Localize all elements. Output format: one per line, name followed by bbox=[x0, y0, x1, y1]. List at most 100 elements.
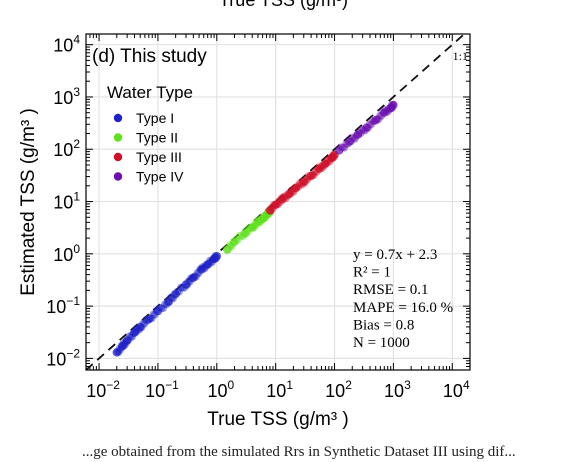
y-tick-label: 10−1 bbox=[46, 294, 80, 317]
data-point bbox=[294, 183, 303, 191]
data-point bbox=[171, 289, 180, 299]
data-point bbox=[112, 348, 121, 357]
stat-mape: MAPE = 16.0 % bbox=[353, 300, 453, 316]
data-point bbox=[144, 315, 154, 324]
data-point bbox=[306, 171, 316, 181]
data-point bbox=[122, 336, 132, 345]
data-point bbox=[340, 144, 349, 152]
data-point bbox=[234, 235, 242, 244]
cut-off-title: True TSS (g/m³) bbox=[218, 0, 348, 10]
y-tick-label: 103 bbox=[53, 85, 80, 108]
data-point bbox=[232, 235, 241, 244]
data-point bbox=[157, 304, 166, 312]
data-point bbox=[315, 164, 324, 174]
data-point bbox=[189, 273, 198, 282]
legend-entry: Type III bbox=[136, 149, 182, 165]
data-point bbox=[357, 129, 365, 137]
data-point bbox=[248, 223, 257, 232]
data-point bbox=[148, 314, 156, 323]
data-point bbox=[293, 182, 301, 191]
data-point bbox=[183, 281, 192, 289]
legend-entry: Type II bbox=[136, 130, 178, 146]
y-tick-labels: 10−2 10−1 100 101 102 103 104 bbox=[46, 33, 80, 370]
data-point bbox=[373, 115, 381, 123]
legend-marker bbox=[113, 133, 123, 142]
data-point bbox=[113, 347, 122, 356]
data-point bbox=[371, 115, 380, 125]
data-point bbox=[347, 137, 355, 146]
data-point bbox=[321, 159, 330, 168]
data-point bbox=[136, 322, 145, 332]
x-tick-label: 104 bbox=[443, 378, 470, 401]
one-to-one-label: 1:1 bbox=[453, 49, 468, 63]
data-point bbox=[308, 170, 317, 179]
series-type-iii bbox=[265, 150, 339, 215]
data-point bbox=[192, 272, 200, 281]
series-type-i bbox=[112, 251, 221, 357]
x-tick-label: 101 bbox=[266, 378, 293, 401]
data-point bbox=[364, 124, 372, 132]
data-points bbox=[112, 100, 398, 357]
legend-marker bbox=[113, 172, 123, 181]
y-axis-label: Estimated TSS (g/m³ ) bbox=[18, 108, 39, 296]
stat-bias: Bias = 0.8 bbox=[353, 317, 414, 333]
data-point bbox=[155, 304, 164, 312]
data-point bbox=[173, 287, 182, 296]
data-point bbox=[389, 100, 398, 110]
data-point bbox=[224, 245, 233, 254]
y-tick-label: 100 bbox=[53, 242, 80, 265]
data-point bbox=[286, 190, 295, 198]
data-point bbox=[345, 137, 354, 146]
legend-marker bbox=[113, 152, 123, 162]
data-point bbox=[242, 230, 250, 238]
x-tick-label: 102 bbox=[325, 378, 352, 401]
x-tick-label: 100 bbox=[207, 378, 234, 401]
data-point bbox=[159, 304, 167, 313]
stat-equation: y = 0.7x + 2.3 bbox=[353, 247, 437, 263]
data-point bbox=[197, 265, 206, 274]
series-type-ii bbox=[222, 207, 275, 254]
legend: Water Type Type I Type II Type III Type IV bbox=[107, 83, 193, 185]
data-point bbox=[278, 195, 287, 204]
data-point bbox=[230, 237, 239, 246]
data-point bbox=[175, 287, 183, 296]
data-point bbox=[335, 146, 344, 155]
data-point bbox=[362, 123, 371, 132]
data-point bbox=[374, 115, 383, 124]
cut-off-caption: ...ge obtained from the simulated Rrs in… bbox=[82, 444, 516, 460]
data-point bbox=[365, 120, 374, 128]
one-to-one-line bbox=[85, 33, 465, 371]
one-to-one-dashed-line bbox=[85, 33, 465, 371]
y-tick-label: 102 bbox=[53, 137, 80, 160]
data-point bbox=[203, 260, 212, 269]
data-point bbox=[153, 306, 163, 316]
x-tick-label: 103 bbox=[384, 378, 411, 401]
legend-entry: Type IV bbox=[136, 169, 184, 185]
data-point bbox=[130, 328, 139, 337]
x-tick-labels: 10−2 10−1 100 101 102 103 104 bbox=[86, 378, 470, 401]
x-tick-label: 10−2 bbox=[86, 378, 120, 401]
y-tick-label: 101 bbox=[53, 190, 80, 213]
stat-r2: R² = 1 bbox=[353, 265, 391, 281]
y-tick-label: 10−2 bbox=[46, 346, 80, 369]
data-point bbox=[301, 178, 309, 187]
data-point bbox=[285, 189, 294, 199]
data-point bbox=[322, 159, 331, 168]
data-point bbox=[267, 207, 275, 215]
grid bbox=[86, 34, 470, 370]
data-point bbox=[165, 297, 174, 306]
data-point bbox=[291, 183, 301, 193]
data-point bbox=[118, 342, 127, 351]
data-point bbox=[240, 228, 250, 238]
data-point bbox=[355, 128, 364, 137]
x-axis-label: True TSS (g/m³ ) bbox=[207, 409, 348, 430]
data-point bbox=[338, 143, 347, 152]
data-point bbox=[272, 200, 281, 208]
legend-title: Water Type bbox=[107, 83, 193, 102]
data-point bbox=[139, 319, 147, 328]
panel-label: (d) This study bbox=[92, 46, 207, 67]
legend-marker bbox=[113, 113, 123, 123]
data-point bbox=[271, 200, 280, 209]
data-point bbox=[164, 297, 173, 307]
